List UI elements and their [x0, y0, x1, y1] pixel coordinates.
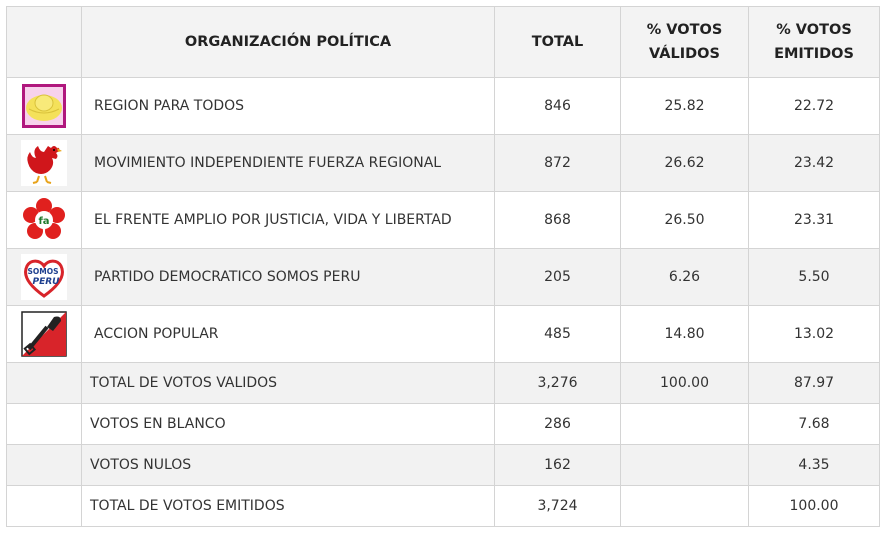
party-name: EL FRENTE AMPLIO POR JUSTICIA, VIDA Y LI…: [81, 191, 495, 249]
summary-emitted-pct: 4.35: [748, 444, 880, 486]
party-logo-cell: [6, 77, 82, 135]
header-emitted-pct-label: % VOTOS EMITIDOS: [774, 22, 854, 62]
party-total: 868: [494, 191, 621, 249]
summary-row: TOTAL DE VOTOS VALIDOS 3,276 100.00 87.9…: [6, 362, 880, 404]
summary-emitted-pct: 100.00: [748, 485, 880, 527]
party-total: 846: [494, 77, 621, 135]
summary-total: 162: [494, 444, 621, 486]
svg-text:fa: fa: [38, 216, 49, 227]
party-emitted-pct: 23.31: [748, 191, 880, 249]
header-valid-pct: % VOTOS VÁLIDOS: [620, 6, 749, 78]
party-logo-cell: fa: [6, 191, 82, 249]
sun-hat-icon: [21, 83, 67, 129]
somos-text: SOMOS: [27, 267, 58, 276]
summary-valid-pct: [620, 403, 749, 445]
summary-valid-pct: 100.00: [620, 362, 749, 404]
header-row: ORGANIZACIÓN POLÍTICA TOTAL % VOTOS VÁLI…: [6, 6, 880, 78]
party-valid-pct: 26.62: [620, 134, 749, 192]
party-emitted-pct: 23.42: [748, 134, 880, 192]
party-total: 205: [494, 248, 621, 306]
summary-label: TOTAL DE VOTOS VALIDOS: [81, 362, 495, 404]
header-total: TOTAL: [494, 6, 621, 78]
shovel-icon: [21, 311, 67, 357]
summary-label: VOTOS NULOS: [81, 444, 495, 486]
table-row: ACCION POPULAR 485 14.80 13.02: [6, 305, 880, 363]
summary-label: VOTOS EN BLANCO: [81, 403, 495, 445]
party-valid-pct: 6.26: [620, 248, 749, 306]
party-name: ACCION POPULAR: [81, 305, 495, 363]
party-emitted-pct: 13.02: [748, 305, 880, 363]
party-name: PARTIDO DEMOCRATICO SOMOS PERU: [81, 248, 495, 306]
summary-blank-cell: [6, 362, 82, 404]
party-valid-pct: 14.80: [620, 305, 749, 363]
summary-valid-pct: [620, 444, 749, 486]
table-row: fa EL FRENTE AMPLIO POR JUSTICIA, VIDA Y…: [6, 191, 880, 249]
rooster-icon: [21, 140, 67, 186]
summary-row: TOTAL DE VOTOS EMITIDOS 3,724 100.00: [6, 485, 880, 527]
party-logo-cell: SOMOS PERU: [6, 248, 82, 306]
summary-total: 286: [494, 403, 621, 445]
party-total: 485: [494, 305, 621, 363]
summary-blank-cell: [6, 444, 82, 486]
party-valid-pct: 25.82: [620, 77, 749, 135]
party-name: MOVIMIENTO INDEPENDIENTE FUERZA REGIONAL: [81, 134, 495, 192]
summary-row: VOTOS EN BLANCO 286 7.68: [6, 403, 880, 445]
table-row: MOVIMIENTO INDEPENDIENTE FUERZA REGIONAL…: [6, 134, 880, 192]
summary-emitted-pct: 7.68: [748, 403, 880, 445]
party-logo-cell: [6, 134, 82, 192]
table-row: SOMOS PERU PARTIDO DEMOCRATICO SOMOS PER…: [6, 248, 880, 306]
heart-somos-peru-icon: SOMOS PERU: [21, 254, 67, 300]
summary-total: 3,724: [494, 485, 621, 527]
summary-label: TOTAL DE VOTOS EMITIDOS: [81, 485, 495, 527]
red-flower-icon: fa: [21, 197, 67, 243]
summary-valid-pct: [620, 485, 749, 527]
table-row: REGION PARA TODOS 846 25.82 22.72: [6, 77, 880, 135]
summary-blank-cell: [6, 485, 82, 527]
party-total: 872: [494, 134, 621, 192]
header-valid-pct-label: % VOTOS VÁLIDOS: [646, 22, 723, 62]
party-logo-cell: [6, 305, 82, 363]
header-logo: [6, 6, 82, 78]
party-valid-pct: 26.50: [620, 191, 749, 249]
party-name: REGION PARA TODOS: [81, 77, 495, 135]
summary-emitted-pct: 87.97: [748, 362, 880, 404]
party-emitted-pct: 5.50: [748, 248, 880, 306]
header-emitted-pct: % VOTOS EMITIDOS: [748, 6, 880, 78]
summary-row: VOTOS NULOS 162 4.35: [6, 444, 880, 486]
summary-total: 3,276: [494, 362, 621, 404]
summary-blank-cell: [6, 403, 82, 445]
election-results-table: ORGANIZACIÓN POLÍTICA TOTAL % VOTOS VÁLI…: [6, 6, 880, 527]
party-emitted-pct: 22.72: [748, 77, 880, 135]
header-organization: ORGANIZACIÓN POLÍTICA: [81, 6, 495, 78]
peru-text: PERU: [33, 277, 61, 287]
